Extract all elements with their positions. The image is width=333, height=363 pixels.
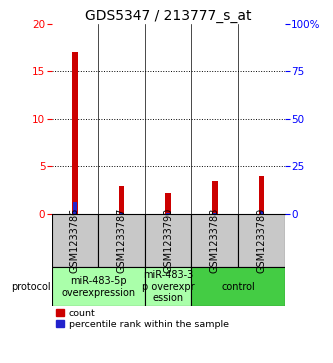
Bar [145,268,191,306]
Bar [166,213,170,214]
Text: control: control [221,282,255,292]
Bar [191,268,285,306]
Bar [98,214,145,268]
Bar [166,193,171,214]
Text: GSM1233789: GSM1233789 [256,208,266,273]
Text: GSM1233787: GSM1233787 [117,208,127,273]
Text: miR-483-3
p overexpr
ession: miR-483-3 p overexpr ession [142,270,194,303]
Bar [238,214,285,268]
Text: GSM1233786: GSM1233786 [70,208,80,273]
Bar [52,268,145,306]
Bar [120,213,124,214]
Text: miR-483-5p
overexpression: miR-483-5p overexpression [61,276,135,298]
Text: protocol: protocol [11,282,51,292]
Bar [145,214,191,268]
Bar [119,185,124,214]
Bar [73,202,77,214]
Title: GDS5347 / 213777_s_at: GDS5347 / 213777_s_at [85,9,251,23]
Bar [212,181,217,214]
Bar [213,213,217,214]
Bar [259,176,264,214]
Bar [72,52,78,214]
Legend: count, percentile rank within the sample: count, percentile rank within the sample [56,309,229,329]
Bar [52,214,98,268]
Text: GSM1233788: GSM1233788 [210,208,220,273]
Text: GSM1233790: GSM1233790 [163,208,173,273]
Bar [191,214,238,268]
Bar [259,211,263,214]
